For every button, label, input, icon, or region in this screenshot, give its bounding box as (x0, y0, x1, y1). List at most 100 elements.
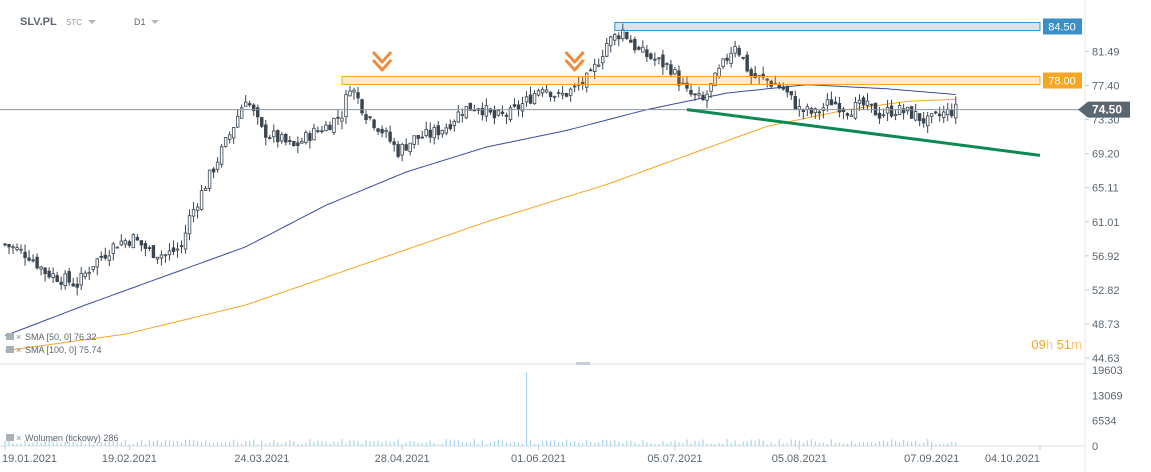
candle (849, 109, 854, 117)
candle-body (175, 248, 180, 251)
candle (59, 276, 63, 290)
resistance-zone[interactable] (341, 76, 1041, 86)
candle-body (167, 250, 172, 256)
volume-bar (810, 439, 812, 446)
x-tick-label: 07.09.2021 (904, 453, 959, 465)
panel-resize-handle[interactable] (576, 362, 590, 365)
candle (528, 86, 533, 105)
chevron-down-icon[interactable] (151, 20, 159, 24)
volume-bar (666, 443, 668, 446)
chevron-down-icon[interactable] (88, 20, 96, 24)
candle-body (111, 243, 116, 254)
resistance-zone[interactable] (614, 21, 1041, 31)
indicator-settings-icon[interactable] (6, 434, 14, 441)
volume-bar (714, 444, 716, 446)
candle-body (909, 106, 914, 119)
volume-bar (682, 443, 684, 446)
close-icon[interactable]: × (16, 433, 21, 443)
volume-bar (20, 443, 22, 446)
candle-body (881, 114, 886, 117)
x-tick-label: 24.03.2021 (234, 453, 289, 465)
candle-body (938, 113, 942, 117)
candle (392, 137, 396, 152)
volume-bar (955, 442, 957, 446)
candle-body (248, 103, 252, 106)
candle (653, 52, 657, 66)
down-arrow-icon (564, 50, 585, 72)
volume-bar (919, 444, 921, 446)
indicator-settings-icon[interactable] (6, 333, 14, 340)
candle (705, 90, 709, 109)
candle-body (568, 88, 573, 96)
indicator-settings-icon[interactable] (6, 346, 14, 353)
candle-body (468, 102, 473, 111)
volume-legend[interactable]: × Wolumen (tickowy) 286 (6, 433, 118, 443)
y-tick-label: 69.20 (1092, 149, 1120, 161)
volume-bar (112, 440, 114, 446)
candle (512, 98, 517, 109)
volume-bar (838, 442, 841, 446)
candle (593, 58, 597, 80)
volume-bar (854, 443, 857, 446)
candle-body (929, 113, 934, 117)
y-tick-label: 61.01 (1092, 217, 1120, 229)
candle-body (215, 161, 220, 170)
candle (175, 242, 180, 258)
y-tick-label: 77.40 (1092, 81, 1120, 93)
volume-bar (806, 440, 808, 446)
candle-body (629, 39, 633, 43)
candle (633, 36, 637, 54)
candle-body (95, 258, 99, 268)
candle (268, 134, 272, 140)
candle-body (492, 109, 497, 119)
candle (276, 129, 280, 148)
candle (625, 31, 629, 41)
candle-body (837, 103, 842, 113)
candle-body (597, 64, 601, 67)
candle (448, 119, 452, 131)
candle-body (336, 116, 340, 119)
candle-body (528, 94, 533, 104)
candle-body (721, 58, 725, 68)
candle-body (63, 273, 67, 287)
candle-body (147, 247, 152, 249)
volume-bar (301, 444, 303, 446)
candle (588, 67, 593, 72)
close-icon[interactable]: × (16, 345, 21, 355)
indicator-legend-sma50[interactable]: × SMA [50, 0] 76.32 (6, 332, 97, 342)
support-trendline[interactable] (686, 108, 1041, 157)
volume-bar (802, 442, 804, 446)
volume-bar (730, 443, 732, 446)
candle (239, 104, 244, 119)
close-icon[interactable]: × (16, 332, 21, 342)
symbol-label[interactable]: SLV.PL (20, 16, 57, 28)
volume-bar (545, 440, 548, 446)
candle-body (797, 106, 802, 110)
candle-body (312, 127, 316, 141)
volume-bar (517, 442, 520, 446)
timeframe-label[interactable]: D1 (134, 17, 146, 27)
candle (865, 93, 870, 111)
candle-body (364, 114, 368, 121)
candle (789, 91, 793, 100)
candle-body (793, 96, 797, 110)
candle (532, 90, 537, 105)
candle-body (661, 54, 665, 68)
level-label: 78.00 (1048, 76, 1076, 88)
candle (950, 103, 954, 119)
current-price-badge (1078, 101, 1130, 118)
volume-bar (650, 443, 652, 446)
volume-bar (389, 441, 391, 446)
volume-bar (345, 443, 347, 446)
candle-body (7, 244, 11, 248)
candle-body (540, 88, 545, 94)
volume-bar (116, 440, 118, 446)
volume-bar (842, 444, 845, 446)
volume-bar (634, 442, 636, 446)
candle (464, 106, 469, 120)
indicator-legend-sma100[interactable]: × SMA [100, 0] 75.74 (6, 345, 102, 355)
volume-bar (907, 441, 909, 446)
candle (364, 110, 368, 125)
volume-bar (533, 443, 536, 446)
candle (219, 143, 224, 168)
